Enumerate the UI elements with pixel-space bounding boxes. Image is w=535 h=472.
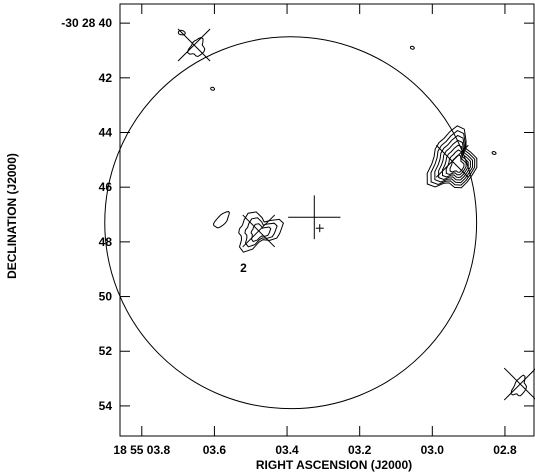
- x-tick-label: 03.0: [421, 443, 445, 457]
- contour-level: [445, 149, 467, 176]
- y-axis-label: DECLINATION (J2000): [5, 153, 19, 279]
- x-tick-label: 02.8: [493, 443, 517, 457]
- contour-level: [409, 45, 415, 50]
- axis-ticks: [120, 4, 534, 436]
- contour-level: [210, 86, 216, 91]
- contour-level: [238, 211, 284, 253]
- contour-level: [449, 154, 465, 173]
- y-tick-label: 52: [99, 344, 113, 358]
- contour-level: [441, 144, 469, 178]
- y-tick-label: 54: [99, 399, 113, 413]
- contour-level: [250, 223, 272, 243]
- contour-level: [438, 139, 471, 181]
- contour-level: [491, 150, 497, 156]
- axis-tick-labels: 18 55 03.8 03.6 03.4 03.2 03.0 02.8 -30 28 40 4…: [61, 16, 517, 457]
- y-tick-label: 46: [99, 180, 113, 194]
- contour-level: [244, 217, 278, 248]
- x-tick-label: 18 55 03.8: [113, 443, 170, 457]
- y-tick-label: 44: [99, 126, 113, 140]
- contour-level: [212, 211, 230, 229]
- y-tick-label: 42: [99, 71, 113, 85]
- source-marker-line: [503, 368, 535, 401]
- contour-level: [177, 29, 186, 36]
- y-tick-label: -30 28 40: [61, 16, 112, 30]
- x-tick-label: 03.6: [203, 443, 227, 457]
- contour-level: [510, 374, 528, 397]
- source-marker-line: [242, 214, 276, 248]
- contour-level: [430, 130, 476, 186]
- source-marker-line: [435, 144, 469, 178]
- plot-area: 2: [104, 28, 535, 410]
- source-label: 2: [240, 261, 247, 275]
- plot-frame: [119, 3, 535, 437]
- contour-level: [426, 125, 478, 189]
- contour-level: [187, 36, 206, 58]
- x-tick-label: 03.2: [348, 443, 372, 457]
- source-marker-line: [177, 28, 211, 62]
- y-tick-label: 50: [99, 290, 113, 304]
- x-axis-label: RIGHT ASCENSION (J2000): [256, 458, 412, 472]
- primary-beam-circle: [104, 36, 478, 410]
- x-tick-label: 03.4: [275, 443, 299, 457]
